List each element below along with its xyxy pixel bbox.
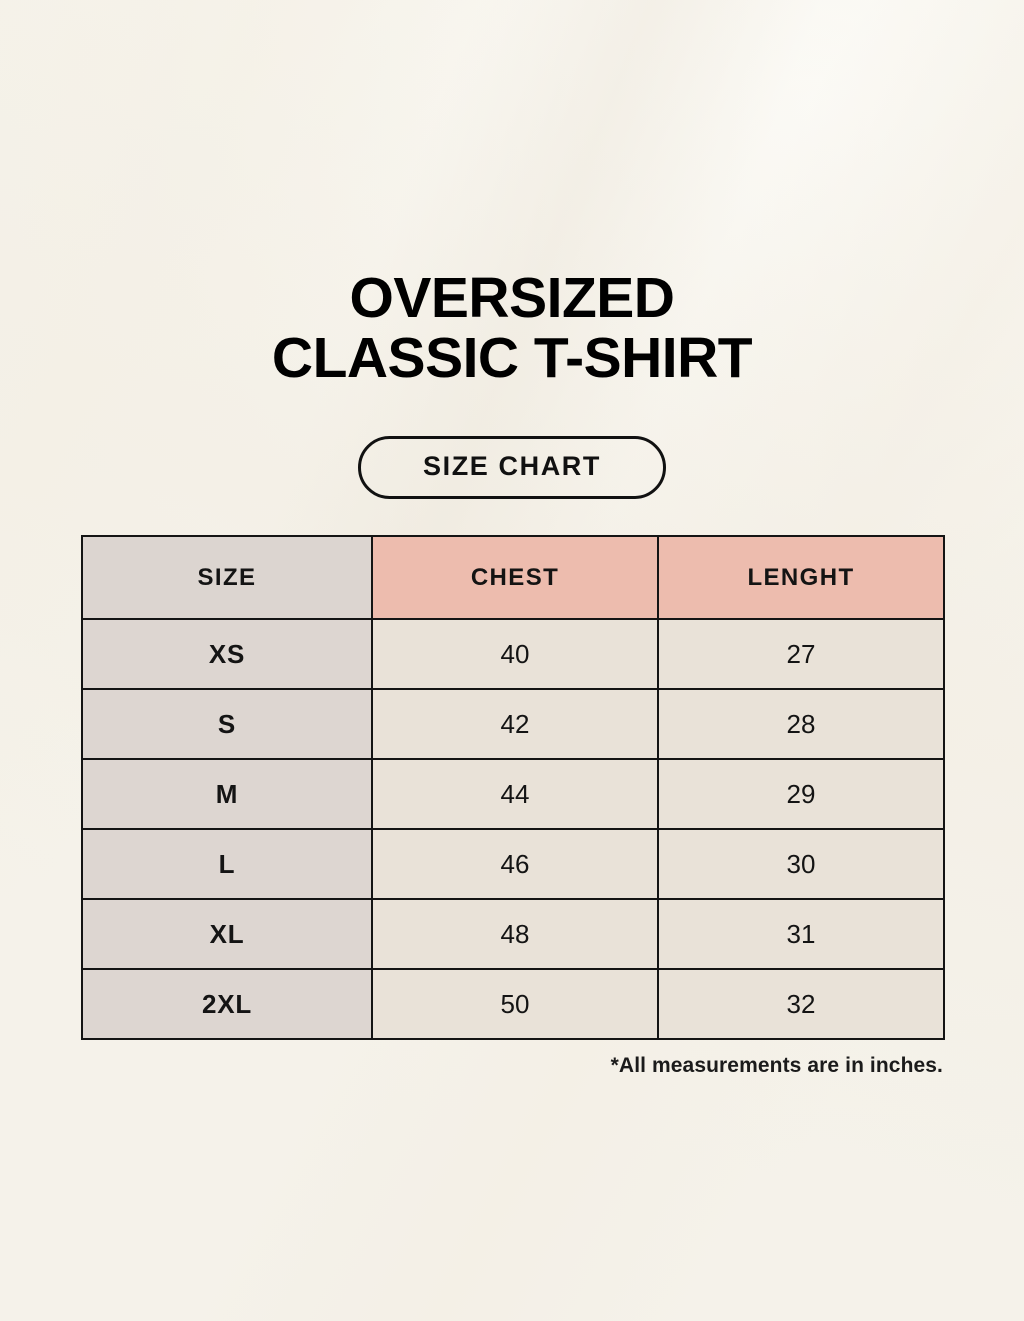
table-row: S 42 28 [81,688,945,760]
cell-chest: 48 [371,898,659,970]
column-header-size: SIZE [81,535,373,620]
table-body: XS 40 27 S 42 28 M 44 29 L [81,618,945,1040]
size-chart-poster: OVERSIZED CLASSIC T-SHIRT SIZE CHART SIZ… [0,0,1024,1077]
page-title: OVERSIZED CLASSIC T-SHIRT [0,0,1024,388]
table-header-row: SIZE CHEST LENGHT [81,535,945,620]
measurement-note: *All measurements are in inches. [610,1054,943,1077]
cell-length: 31 [657,898,945,970]
cell-chest: 42 [371,688,659,760]
cell-size: 2XL [81,968,373,1040]
table-header: SIZE CHEST LENGHT [81,535,945,620]
cell-chest: 40 [371,618,659,690]
cell-size: XS [81,618,373,690]
title-line-2: CLASSIC T-SHIRT [271,326,753,390]
table-row: XS 40 27 [81,618,945,690]
table-row: M 44 29 [81,758,945,830]
title-line-1: OVERSIZED [349,266,675,330]
cell-length: 29 [657,758,945,830]
cell-size: XL [81,898,373,970]
table-row: 2XL 50 32 [81,968,945,1040]
column-header-length: LENGHT [657,535,945,620]
column-header-chest: CHEST [371,535,659,620]
cell-length: 32 [657,968,945,1040]
cell-length: 30 [657,828,945,900]
cell-chest: 44 [371,758,659,830]
cell-length: 27 [657,618,945,690]
table-row: L 46 30 [81,828,945,900]
cell-length: 28 [657,688,945,760]
cell-size: S [81,688,373,760]
size-chart-table-wrap: SIZE CHEST LENGHT XS 40 27 S 42 28 [81,535,945,1040]
cell-size: M [81,758,373,830]
table-row: XL 48 31 [81,898,945,970]
cell-chest: 46 [371,828,659,900]
cell-chest: 50 [371,968,659,1040]
badge-row: SIZE CHART [0,436,1024,499]
size-chart-table: SIZE CHEST LENGHT XS 40 27 S 42 28 [81,535,945,1040]
size-chart-badge: SIZE CHART [358,436,666,499]
cell-size: L [81,828,373,900]
